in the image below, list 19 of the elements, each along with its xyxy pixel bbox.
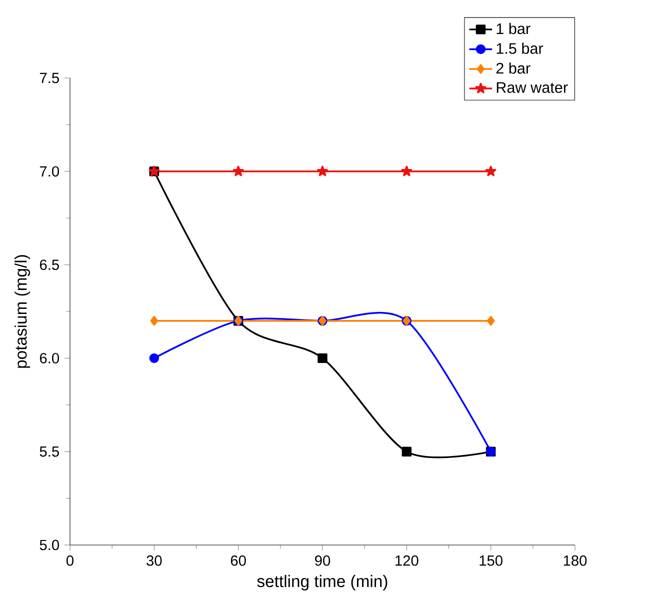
- x-tick-label: 120: [396, 555, 418, 566]
- x-axis-title: settling time (min): [257, 574, 388, 590]
- y-tick-label: 7.5: [40, 72, 59, 84]
- x-tick-label: 30: [146, 555, 162, 566]
- x-tick-label: 180: [564, 555, 587, 566]
- legend-label: Raw water: [496, 82, 568, 93]
- x-tick-label: 150: [480, 555, 502, 566]
- x-tick-label: 90: [315, 555, 330, 566]
- y-axis-title: potasium (mg/l): [14, 255, 30, 368]
- y-tick-label: 6.5: [40, 260, 59, 270]
- y-tick-label: 5.0: [40, 540, 60, 550]
- x-tick-label: 60: [230, 555, 246, 566]
- legend-label: 2 bar: [496, 62, 530, 74]
- y-tick-label: 7.0: [40, 166, 60, 177]
- legend-label: 1.5 bar: [496, 42, 544, 54]
- y-tick-label: 5.5: [40, 446, 59, 457]
- x-tick-label: 0: [66, 555, 74, 566]
- legend-label: 1 bar: [496, 22, 530, 34]
- y-tick-label: 6.0: [40, 353, 60, 364]
